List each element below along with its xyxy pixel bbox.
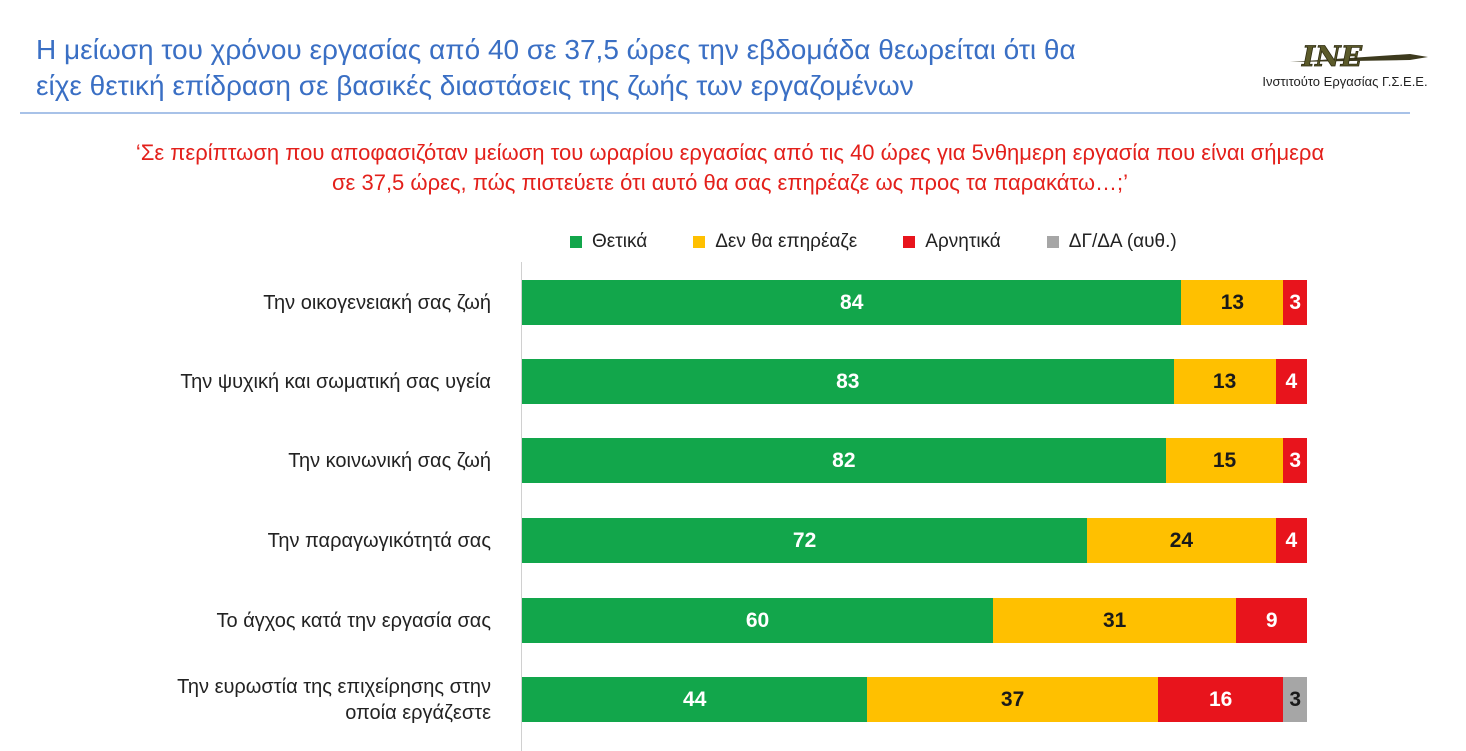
bar-segment: 84 xyxy=(522,280,1182,325)
logo-letters: INE xyxy=(1301,40,1363,73)
legend-swatch xyxy=(903,236,916,248)
bar-segment: 83 xyxy=(522,359,1174,404)
chart-axis-line xyxy=(521,262,522,751)
bar-segment: 3 xyxy=(1283,677,1307,722)
data-label: 3 xyxy=(1289,448,1302,472)
bar-segment: 3 xyxy=(1283,438,1307,483)
data-label: 37 xyxy=(1000,687,1025,711)
logo-caption: Ινστιτούτο Εργασίας Γ.Σ.Ε.Ε. xyxy=(1262,74,1428,89)
bar-segment: 44 xyxy=(522,677,868,722)
category-label: Την παραγωγικότητά σας xyxy=(91,528,491,554)
bar-row: 82 15 3 xyxy=(522,438,1307,483)
legend-label: Αρνητικά xyxy=(925,231,1001,252)
category-label: Την οικογενειακή σας ζωή xyxy=(91,290,491,316)
data-label: 9 xyxy=(1265,608,1278,632)
category-label-line: Την ευρωστία της επιχείρησης στην xyxy=(177,675,491,698)
legend-swatch xyxy=(1046,236,1059,248)
bar-segment: 15 xyxy=(1165,438,1284,483)
data-label: 44 xyxy=(683,687,707,711)
category-label-line: Την οικογενειακή σας ζωή xyxy=(263,291,491,314)
bar-segment: 37 xyxy=(867,677,1158,722)
data-label: 60 xyxy=(745,608,770,632)
category-label: Την ευρωστία της επιχείρησης στην οποία ε… xyxy=(91,674,491,726)
data-label: 3 xyxy=(1289,290,1302,314)
legend-item: Δεν θα επηρέαζε xyxy=(693,231,857,253)
category-label-line: οποία εργάζεστε xyxy=(345,701,491,724)
category-label: Το άγχος κατά την εργασία σας xyxy=(91,608,491,634)
bar-row: 60 31 9 xyxy=(522,598,1307,643)
bar-segment: 4 xyxy=(1275,359,1307,404)
category-label-line: Την παραγωγικότητά σας xyxy=(267,529,491,552)
legend-label: ΔΓ/ΔΑ (αυθ.) xyxy=(1068,231,1177,252)
title-divider xyxy=(20,112,1410,114)
bar-segment: 72 xyxy=(522,518,1088,563)
title-line-2: είχε θετική επίδραση σε βασικές διαστάσε… xyxy=(36,70,914,101)
bar-row: 72 24 4 xyxy=(522,518,1307,563)
survey-question: ‘Σε περίπτωση που αποφασιζόταν μείωση το… xyxy=(20,138,1440,198)
legend-item: Θετικά xyxy=(570,231,647,253)
question-line-1: ‘Σε περίπτωση που αποφασιζόταν μείωση το… xyxy=(135,140,1325,165)
legend-swatch xyxy=(693,236,706,248)
category-label: Την ψυχική και σωματική σας υγεία xyxy=(91,369,491,395)
bar-segment: 9 xyxy=(1236,598,1307,643)
bar-segment: 13 xyxy=(1173,359,1276,404)
title-line-1: Η μείωση του χρόνου εργασίας από 40 σε 3… xyxy=(36,34,1076,65)
bar-segment: 13 xyxy=(1181,280,1284,325)
data-label: 84 xyxy=(840,290,864,314)
category-label-line: Την κοινωνική σας ζωή xyxy=(288,449,491,472)
ine-logo: INE Ινστιτούτο Εργασίας Γ.Σ.Ε.Ε. xyxy=(1250,40,1440,100)
data-label: 4 xyxy=(1285,369,1298,393)
data-label: 13 xyxy=(1220,290,1245,314)
bar-segment: 82 xyxy=(522,438,1166,483)
category-label-line: Το άγχος κατά την εργασία σας xyxy=(216,609,491,632)
data-label: 31 xyxy=(1102,608,1127,632)
category-label: Την κοινωνική σας ζωή xyxy=(91,448,491,474)
legend-item: Αρνητικά xyxy=(903,231,1001,253)
bar-row: 84 13 3 xyxy=(522,280,1307,325)
legend-label: Θετικά xyxy=(592,231,648,252)
bar-segment: 16 xyxy=(1157,677,1284,722)
bar-segment: 31 xyxy=(993,598,1237,643)
bar-row: 83 13 4 xyxy=(522,359,1307,404)
data-label: 83 xyxy=(836,369,860,393)
ine-pen-logo-icon: INE xyxy=(1290,40,1428,73)
category-label-line: Την ψυχική και σωματική σας υγεία xyxy=(180,370,491,393)
legend-swatch xyxy=(570,236,582,248)
data-label: 16 xyxy=(1208,687,1233,711)
legend-item: ΔΓ/ΔΑ (αυθ.) xyxy=(1046,231,1177,253)
chart-legend: Θετικά Δεν θα επηρέαζε Αρνητικά ΔΓ/ΔΑ (αυθ.… xyxy=(570,230,1177,254)
bar-segment: 24 xyxy=(1087,518,1276,563)
data-label: 4 xyxy=(1285,528,1298,552)
bar-row: 44 37 16 3 xyxy=(522,677,1307,722)
bar-segment: 60 xyxy=(522,598,993,643)
data-label: 24 xyxy=(1169,528,1194,552)
bar-segment: 3 xyxy=(1283,280,1307,325)
data-label: 15 xyxy=(1212,448,1237,472)
data-label: 72 xyxy=(792,528,817,552)
bar-segment: 4 xyxy=(1275,518,1307,563)
data-label: 82 xyxy=(832,448,856,472)
page-title: Η μείωση του χρόνου εργασίας από 40 σε 3… xyxy=(36,32,1236,104)
data-label: 3 xyxy=(1289,687,1302,711)
question-line-2: σε 37,5 ώρες, πώς πιστεύετε ότι αυτό θα … xyxy=(331,170,1129,195)
data-label: 13 xyxy=(1212,369,1237,393)
legend-label: Δεν θα επηρέαζε xyxy=(715,231,858,252)
